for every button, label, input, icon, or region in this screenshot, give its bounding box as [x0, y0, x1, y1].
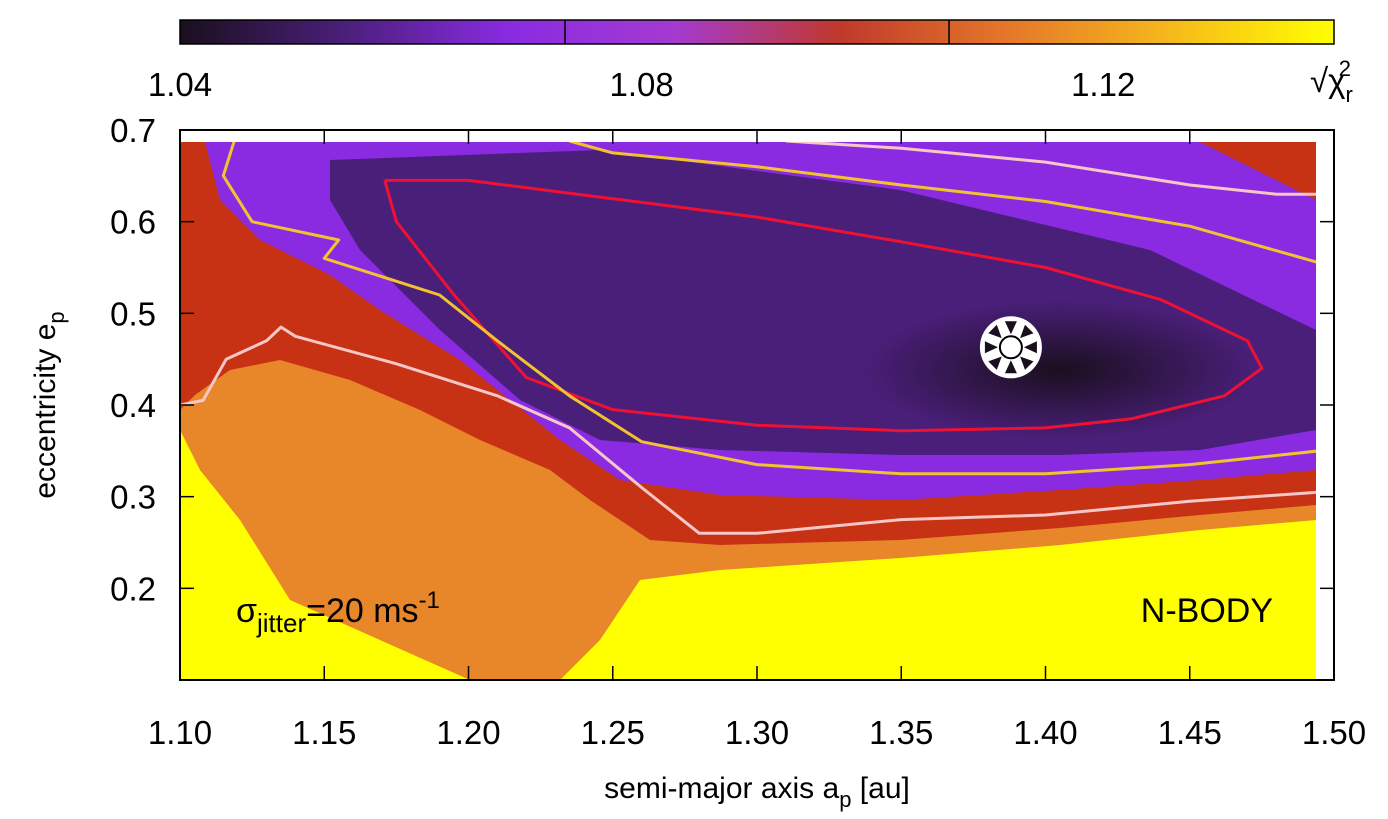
x-tick-label: 1.35 — [869, 714, 933, 751]
x-tick-label: 1.50 — [1302, 714, 1366, 751]
colorbar-tick-label: 1.12 — [1071, 66, 1135, 103]
x-tick-label: 1.45 — [1158, 714, 1222, 751]
best-fit-triangle — [984, 341, 998, 354]
heatmap-field — [180, 142, 1316, 680]
best-fit-marker — [979, 316, 1042, 379]
colorbar-tick-label: 1.04 — [148, 66, 212, 103]
colorbar: 1.04 1.08 1.12 √χr2 — [148, 19, 1353, 107]
contour-inner — [383, 178, 1264, 433]
y-tick-label: 0.4 — [110, 387, 156, 424]
x-tick-label: 1.25 — [581, 714, 645, 751]
colorbar-label: √χr2 — [1310, 56, 1353, 107]
best-fit-triangle — [1004, 321, 1017, 335]
x-tick-label: 1.10 — [148, 714, 212, 751]
heatmap-minimum — [860, 300, 1260, 440]
contour-lines — [180, 142, 1316, 535]
contour-middle — [221, 142, 1316, 476]
contour-outer — [180, 325, 1316, 535]
colorbar-tick-label: 1.08 — [609, 66, 673, 103]
y-axis: 0.2 0.3 0.4 0.5 0.6 0.7 — [110, 112, 1334, 607]
y-tick-label: 0.3 — [110, 479, 156, 516]
best-fit-triangle — [1020, 356, 1034, 370]
y-tick-label: 0.7 — [110, 112, 156, 149]
y-tick-label: 0.6 — [110, 204, 156, 241]
contour-outer-upper — [785, 142, 1316, 196]
y-axis-title: eccentricity ep — [29, 311, 69, 498]
x-tick-label: 1.20 — [436, 714, 500, 751]
x-axis: 1.10 1.15 1.20 1.25 1.30 1.35 1.40 1.45 1.50 — [148, 130, 1366, 751]
contour-middle-upper — [569, 142, 1316, 264]
best-fit-triangle — [1004, 360, 1017, 374]
x-tick-label: 1.15 — [292, 714, 356, 751]
x-tick-label: 1.30 — [725, 714, 789, 751]
best-fit-triangle — [988, 356, 1002, 370]
y-tick-label: 0.2 — [110, 570, 156, 607]
model-annotation: N-BODY — [1141, 592, 1273, 630]
best-fit-triangle — [988, 324, 1002, 339]
best-fit-triangle — [1023, 341, 1037, 354]
colorbar-bar — [179, 19, 1335, 45]
jitter-annotation: σjitter=20 ms-1 — [236, 587, 440, 638]
x-tick-label: 1.40 — [1013, 714, 1077, 751]
best-fit-triangle — [1020, 324, 1034, 339]
x-axis-title: semi-major axis ap [au] — [604, 772, 910, 812]
y-tick-label: 0.5 — [110, 295, 156, 332]
